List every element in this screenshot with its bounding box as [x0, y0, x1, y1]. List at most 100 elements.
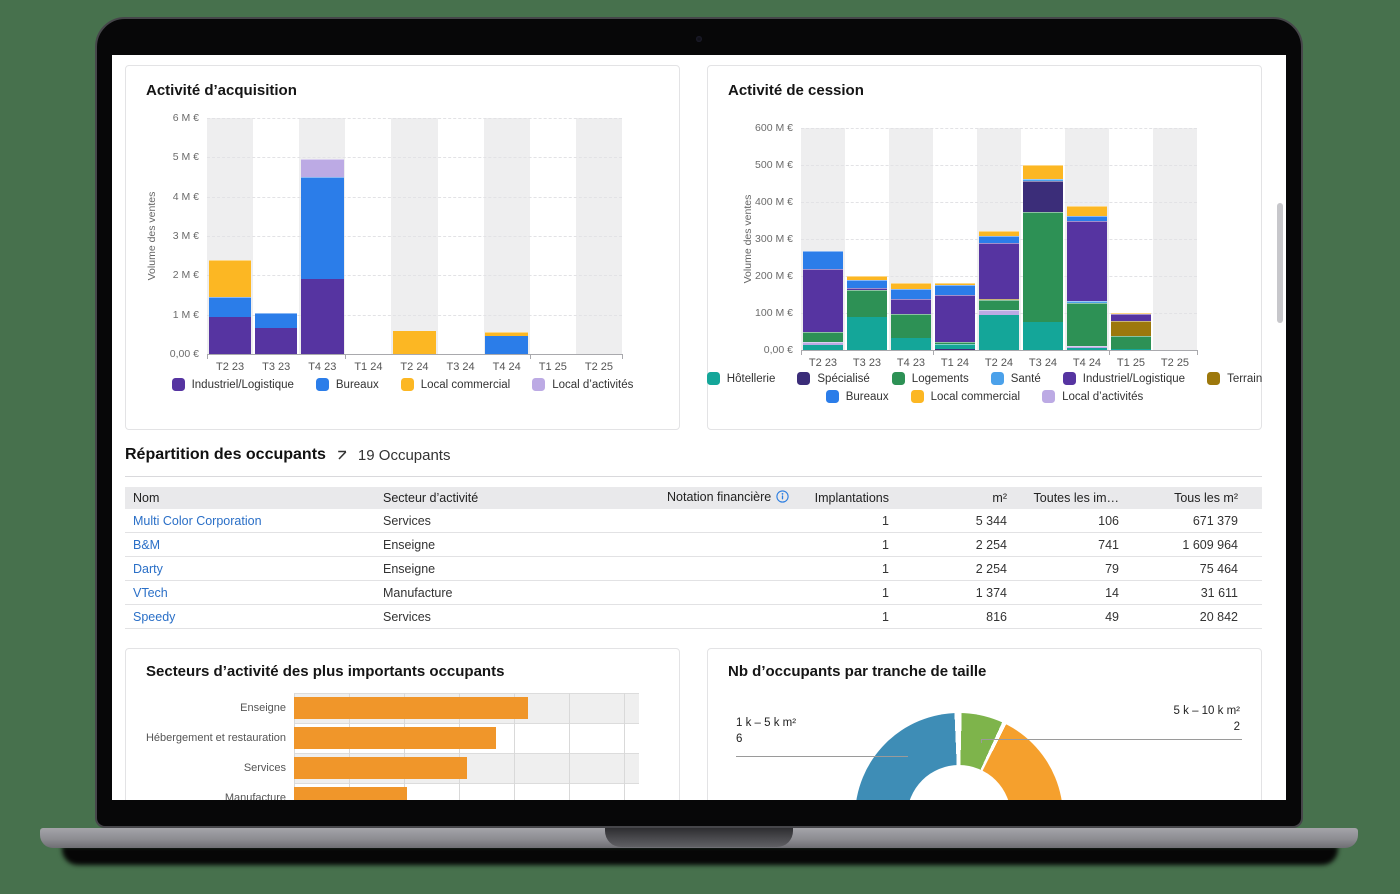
- bar-segment[interactable]: [802, 341, 844, 346]
- bar-segment[interactable]: [934, 285, 976, 295]
- bar-segment[interactable]: [1066, 348, 1108, 350]
- occupant-link[interactable]: B&M: [133, 537, 161, 552]
- sector-bar[interactable]: [294, 727, 496, 749]
- legend-item[interactable]: Bureaux: [825, 390, 889, 403]
- legend-item[interactable]: Santé: [990, 372, 1041, 385]
- bar-segment[interactable]: [1110, 312, 1152, 314]
- x-axis-label: T1 24: [940, 357, 970, 369]
- info-icon[interactable]: [776, 490, 789, 506]
- bar-segment[interactable]: [802, 250, 844, 270]
- bar-segment[interactable]: [890, 299, 932, 315]
- bar-segment[interactable]: [978, 243, 1020, 299]
- bar-segment[interactable]: [254, 328, 298, 354]
- bar-segment[interactable]: [934, 294, 976, 343]
- table-col-header[interactable]: Notation financière: [659, 490, 792, 506]
- bar-segment[interactable]: [1066, 206, 1108, 217]
- bar-segment[interactable]: [934, 344, 976, 349]
- legend-item[interactable]: Spécialisé: [797, 372, 870, 385]
- bar-segment[interactable]: [1022, 180, 1064, 213]
- legend-item[interactable]: Hôtellerie: [706, 372, 775, 385]
- bar-segment[interactable]: [890, 283, 932, 290]
- table-col-header[interactable]: Secteur d’activité: [383, 491, 479, 505]
- table-col-header[interactable]: Toutes les im…: [1033, 491, 1119, 505]
- sector-bar[interactable]: [294, 697, 528, 719]
- bar-segment[interactable]: [802, 345, 844, 350]
- bar-segment[interactable]: [934, 342, 976, 345]
- bar-segment[interactable]: [208, 296, 252, 317]
- legend-item[interactable]: Local commercial: [400, 378, 510, 391]
- bar-segment[interactable]: [1110, 321, 1152, 336]
- legend-item[interactable]: Local d’activités: [532, 378, 633, 391]
- table-row: Speedy Services 1 816 49 20 842: [125, 605, 1262, 629]
- bar-segment[interactable]: [208, 316, 252, 354]
- occupant-link[interactable]: VTech: [133, 585, 168, 600]
- bar-segment[interactable]: [846, 288, 888, 291]
- legend-item[interactable]: Industriel/Logistique: [171, 378, 294, 391]
- table-cell: 1: [882, 537, 889, 552]
- bar-segment[interactable]: [890, 337, 932, 350]
- bar-segment[interactable]: [978, 314, 1020, 350]
- bar-segment[interactable]: [978, 300, 1020, 311]
- bar-segment[interactable]: [485, 331, 529, 337]
- bar-segment[interactable]: [846, 275, 888, 281]
- x-axis-label: T4 23: [308, 361, 337, 373]
- legend-item[interactable]: Local d’activités: [1042, 390, 1143, 403]
- bar-segment[interactable]: [890, 289, 932, 300]
- bar-segment[interactable]: [802, 269, 844, 333]
- bar-segment[interactable]: [208, 259, 252, 297]
- legend-item[interactable]: Bureaux: [315, 378, 379, 391]
- legend-item[interactable]: Industriel/Logistique: [1062, 372, 1185, 385]
- occupant-link[interactable]: Darty: [133, 561, 163, 576]
- bar-segment[interactable]: [300, 159, 344, 177]
- table-col-header[interactable]: Tous les m²: [1174, 491, 1238, 505]
- bar-segment[interactable]: [1110, 348, 1152, 350]
- legend-swatch-icon: [400, 378, 414, 391]
- occupant-link[interactable]: Speedy: [133, 609, 176, 624]
- legend-label: Local d’activités: [552, 378, 634, 391]
- table-cell: 1: [882, 585, 889, 600]
- bar-segment[interactable]: [1066, 301, 1108, 304]
- laptop-shadow: [62, 846, 1338, 865]
- table-body: Multi Color Corporation Services 1 5 344 106…: [125, 509, 1262, 629]
- bar-segment[interactable]: [846, 290, 888, 317]
- bar-segment[interactable]: [934, 348, 976, 350]
- legend-swatch-icon: [315, 378, 329, 391]
- bar-segment[interactable]: [300, 279, 344, 354]
- bar-segment[interactable]: [846, 316, 888, 350]
- sector-bar[interactable]: [294, 787, 408, 800]
- sector-bar[interactable]: [294, 757, 468, 779]
- bar-segment[interactable]: [1110, 313, 1152, 322]
- bar-segment[interactable]: [890, 314, 932, 338]
- bar-segment[interactable]: [1022, 178, 1064, 181]
- bar-segment[interactable]: [393, 331, 436, 354]
- legend-item[interactable]: Logements: [891, 372, 969, 385]
- occupant-link[interactable]: Multi Color Corporation: [133, 513, 262, 528]
- bar-segment[interactable]: [802, 332, 844, 342]
- bar-segment[interactable]: [978, 230, 1020, 237]
- legend-item[interactable]: Terrain: [1207, 372, 1262, 385]
- popout-arrow-icon[interactable]: [335, 448, 349, 462]
- bar-segment[interactable]: [300, 177, 344, 280]
- bar-segment[interactable]: [1022, 212, 1064, 323]
- bar-segment[interactable]: [978, 236, 1020, 244]
- table-col-header[interactable]: Implantations: [814, 491, 889, 505]
- y-axis-label: 500 M €: [755, 159, 793, 171]
- scrollbar-thumb[interactable]: [1277, 203, 1283, 323]
- bar-segment[interactable]: [1066, 345, 1108, 349]
- legend-item[interactable]: Local commercial: [910, 390, 1020, 403]
- bar-segment[interactable]: [254, 312, 298, 329]
- bar-segment[interactable]: [485, 336, 529, 354]
- table-col-header[interactable]: m²: [992, 491, 1007, 505]
- bar-segment[interactable]: [1022, 322, 1064, 350]
- bar-segment[interactable]: [1022, 165, 1064, 179]
- y-axis-label: 2 M €: [172, 269, 199, 282]
- bar-segment[interactable]: [978, 298, 1020, 301]
- bar-segment[interactable]: [1066, 303, 1108, 346]
- bar-segment[interactable]: [1066, 221, 1108, 302]
- bar-segment[interactable]: [1066, 216, 1108, 222]
- bar-segment[interactable]: [934, 283, 976, 286]
- table-col-header[interactable]: Nom: [133, 491, 160, 505]
- bar-segment[interactable]: [846, 280, 888, 289]
- bar-segment[interactable]: [1110, 335, 1152, 349]
- bar-segment[interactable]: [978, 310, 1020, 315]
